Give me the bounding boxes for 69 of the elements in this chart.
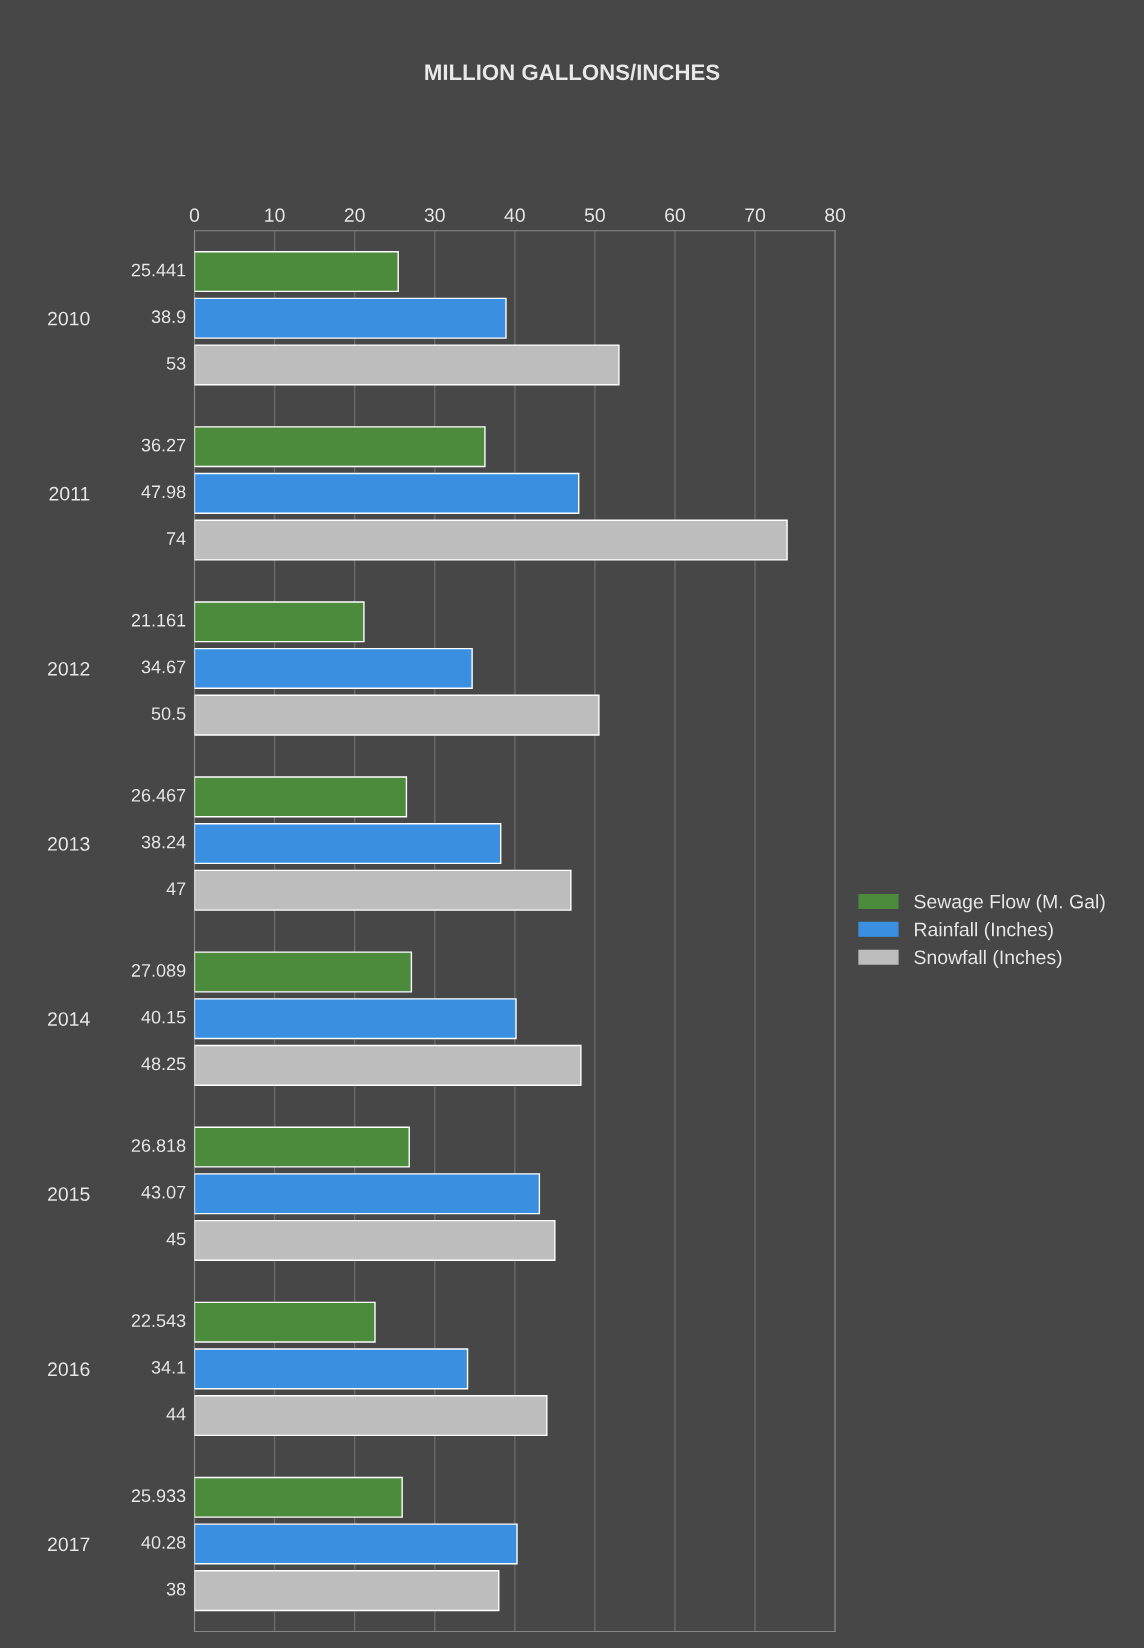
x-tick-label: 40 <box>504 208 525 223</box>
bar <box>194 251 399 293</box>
data-label: 40.15 <box>141 1010 186 1024</box>
legend-label: Snowfall (Inches) <box>914 949 1062 969</box>
x-tick-label: 60 <box>665 208 686 223</box>
bar <box>194 1570 500 1612</box>
x-tick-label: 80 <box>825 208 846 223</box>
bar <box>194 519 788 561</box>
data-label: 38.9 <box>151 310 186 324</box>
x-tick-label: 0 <box>189 208 200 223</box>
bar <box>194 1044 582 1086</box>
data-label: 26.818 <box>131 1139 186 1152</box>
data-label: 45 <box>166 1232 186 1246</box>
y-tick-label: 2014 <box>48 1012 90 1026</box>
y-tick-label: 2011 <box>49 486 90 501</box>
x-tick-label: 20 <box>344 208 365 223</box>
data-label: 21.161 <box>131 613 186 627</box>
bar <box>194 951 413 993</box>
data-label: 44 <box>166 1407 186 1421</box>
bar <box>194 1348 469 1390</box>
y-tick-label: 2015 <box>48 1187 90 1202</box>
data-label: 38 <box>166 1582 186 1596</box>
data-label: 53 <box>166 357 186 370</box>
bar <box>194 1476 403 1518</box>
bar <box>194 297 507 339</box>
data-label: 74 <box>166 532 186 545</box>
y-tick-label: 2012 <box>48 661 90 676</box>
bar <box>194 869 572 911</box>
bar <box>194 1173 541 1215</box>
data-label: 34.67 <box>141 660 186 674</box>
y-tick-label: 2013 <box>48 837 90 851</box>
legend-label: Sewage Flow (M. Gal) <box>914 894 1105 913</box>
bar <box>194 1523 518 1565</box>
data-label: 36.27 <box>141 438 186 452</box>
x-tick-label: 70 <box>745 208 766 223</box>
bar <box>194 647 473 690</box>
data-label: 34.1 <box>151 1360 186 1374</box>
x-tick-label: 50 <box>584 208 605 223</box>
bar <box>194 1395 548 1437</box>
bar <box>194 823 502 865</box>
bar <box>194 1219 556 1262</box>
data-label: 47.98 <box>141 485 186 499</box>
data-label: 50.5 <box>151 707 186 721</box>
data-label: 25.441 <box>131 263 186 277</box>
data-label: 22.543 <box>131 1314 186 1328</box>
bar <box>194 1301 376 1343</box>
chart-title: MILLION GALLONS/INCHES <box>425 63 720 81</box>
x-tick-label: 10 <box>265 208 285 223</box>
data-label: 40.28 <box>141 1536 186 1549</box>
bar <box>194 426 486 468</box>
data-label: 27.089 <box>131 964 186 977</box>
data-label: 25.933 <box>131 1489 186 1503</box>
bar <box>194 344 620 386</box>
x-tick-label: 30 <box>424 208 445 223</box>
bar <box>194 776 408 818</box>
data-label: 38.24 <box>141 835 186 849</box>
y-tick-label: 2010 <box>48 311 90 326</box>
legend-label: Rainfall (Inches) <box>915 922 1053 941</box>
y-tick-label: 2016 <box>48 1362 90 1377</box>
bar <box>194 472 580 514</box>
data-label: 48.25 <box>141 1057 186 1071</box>
data-label: 47 <box>166 882 186 895</box>
data-label: 26.467 <box>131 788 186 802</box>
y-tick-label: 2017 <box>48 1537 90 1552</box>
bar <box>194 998 517 1040</box>
bar <box>194 601 365 643</box>
data-label: 43.07 <box>141 1185 186 1199</box>
bar <box>194 694 600 736</box>
bar <box>194 1126 410 1168</box>
